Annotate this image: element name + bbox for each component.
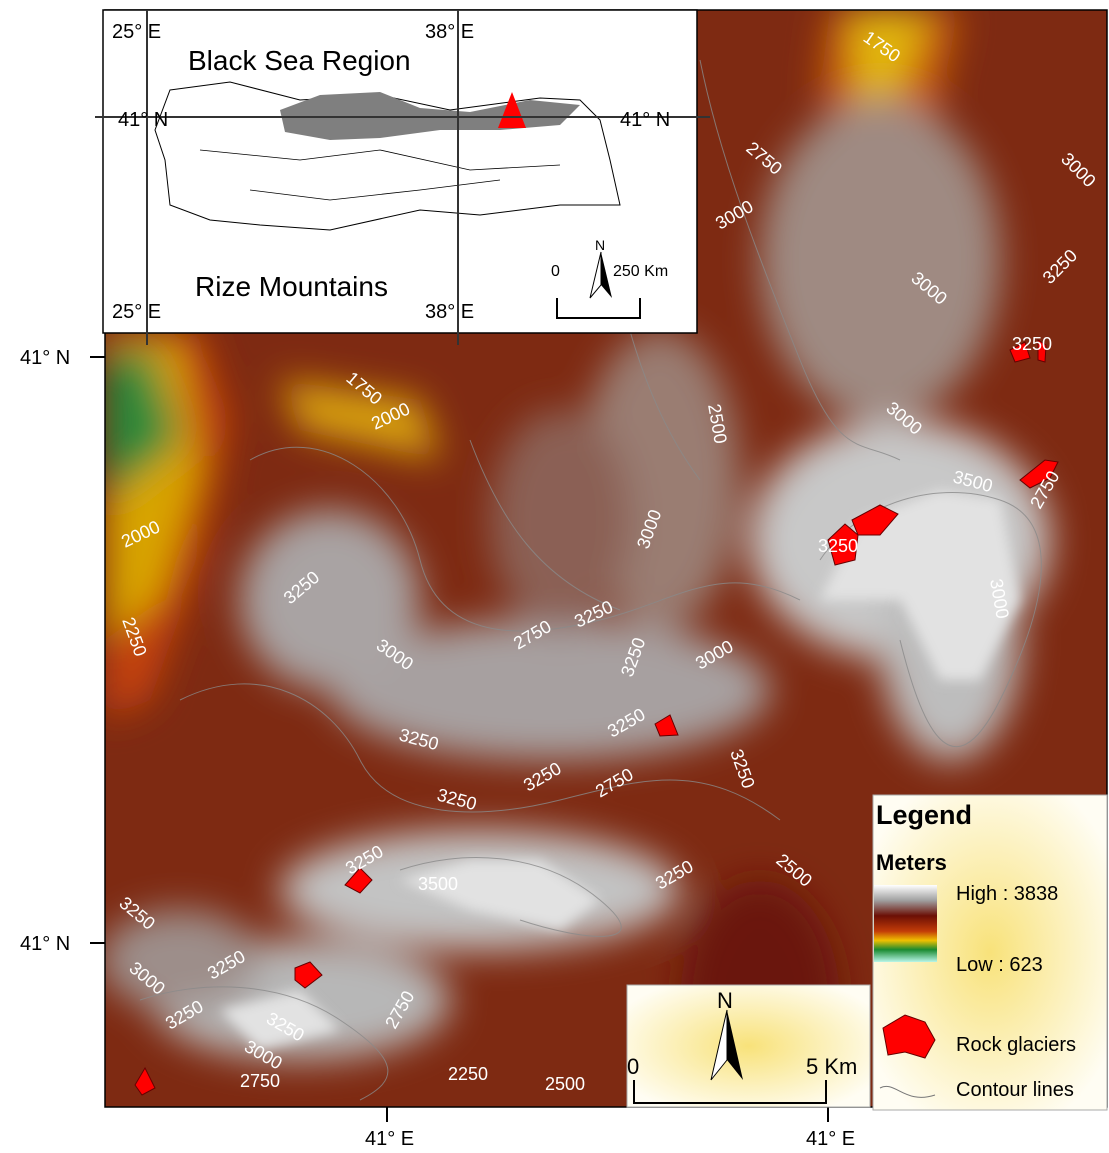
contour-label: 3250 xyxy=(1012,334,1052,354)
inset-scale-end: 250 Km xyxy=(613,263,668,280)
contour-label: 3250 xyxy=(818,536,858,556)
inset-lon-label: 38° E xyxy=(425,301,474,323)
legend: Legend Meters High : 3838 Low : 623 Rock… xyxy=(873,795,1107,1110)
inset-lon-label: 38° E xyxy=(425,21,474,43)
lat-label: 41° N xyxy=(20,933,70,955)
scale-start: 0 xyxy=(627,1054,639,1079)
inset-subtitle: Rize Mountains xyxy=(195,271,388,302)
inset-scale-start: 0 xyxy=(551,263,560,280)
contour-label: 3500 xyxy=(418,874,458,894)
inset-north: N xyxy=(595,237,605,253)
inset-title: Black Sea Region xyxy=(188,45,411,76)
north-arrow-label: N xyxy=(717,988,733,1013)
inset-lon-label: 25° E xyxy=(112,21,161,43)
inset-lon-label: 25° E xyxy=(112,301,161,323)
inset-map: Black Sea Region Rize Mountains 25° E 38… xyxy=(95,10,710,345)
lon-label: 41° E xyxy=(806,1128,855,1148)
legend-low: Low : 623 xyxy=(956,954,1043,976)
contour-label: 2250 xyxy=(448,1064,488,1084)
contour-label: 2750 xyxy=(240,1071,280,1091)
inset-lat-label: 41° N xyxy=(118,109,168,131)
lat-label: 41° N xyxy=(20,347,70,369)
inset-lat-label: 41° N xyxy=(620,109,670,131)
scale-bar: N 0 5 Km xyxy=(627,985,870,1107)
contour-label: 2500 xyxy=(545,1074,585,1094)
legend-high: High : 3838 xyxy=(956,883,1058,905)
legend-ramp-title: Meters xyxy=(876,850,947,875)
legend-title: Legend xyxy=(876,800,972,830)
elevation-ramp xyxy=(874,885,937,962)
map: 1750275030003000300032503250175020002500… xyxy=(0,0,1109,1148)
legend-item: Contour lines xyxy=(956,1079,1074,1101)
legend-item: Rock glaciers xyxy=(956,1034,1076,1056)
lon-label: 41° E xyxy=(365,1128,414,1148)
scale-end: 5 Km xyxy=(806,1054,857,1079)
